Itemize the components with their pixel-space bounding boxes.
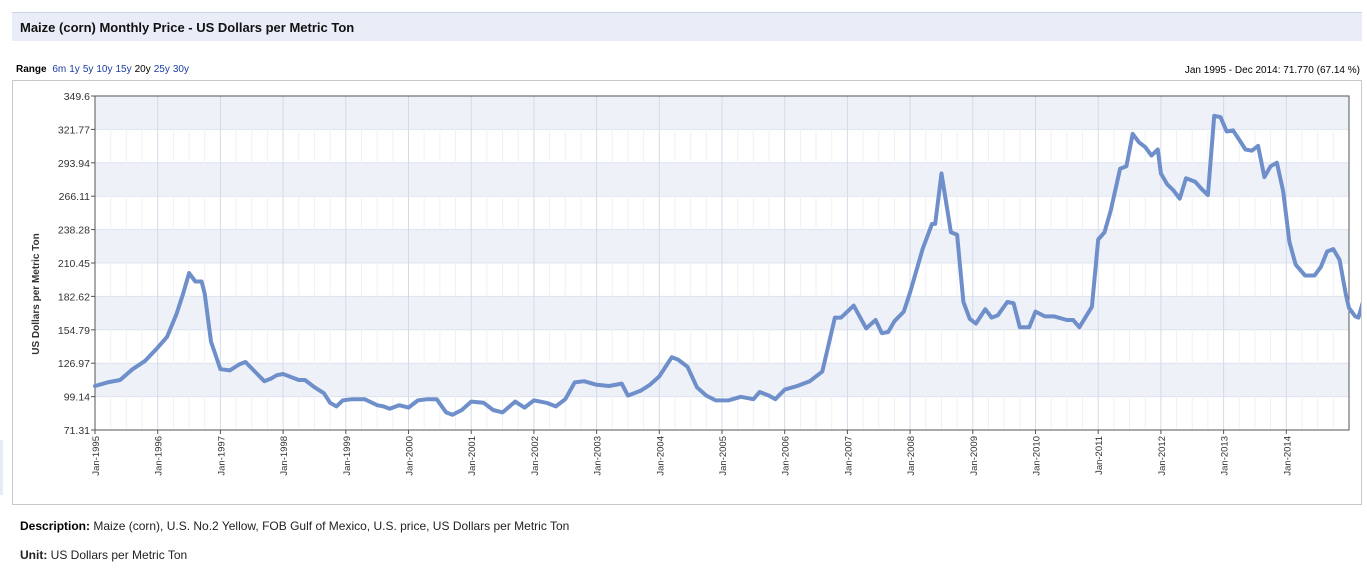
x-tick-label: Jan-2000 (405, 436, 416, 476)
range-option-15y[interactable]: 15y (115, 64, 132, 75)
x-tick-label: Jan-2008 (906, 436, 917, 476)
description: Description: Maize (corn), U.S. No.2 Yel… (20, 519, 569, 533)
y-tick-label: 293.94 (58, 158, 90, 170)
x-tick-label: Jan-2009 (969, 436, 980, 476)
x-tick-label: Jan-1999 (342, 436, 353, 476)
description-label: Description: (20, 519, 91, 533)
range-option-6m[interactable]: 6m (52, 64, 67, 75)
chart-title-bar: Maize (corn) Monthly Price - US Dollars … (12, 12, 1362, 41)
x-tick-label: Jan-2001 (467, 436, 478, 476)
range-option-20y[interactable]: 20y (134, 64, 151, 75)
y-tick-label: 321.77 (58, 124, 90, 136)
x-tick-label: Jan-2012 (1157, 436, 1168, 476)
unit-label: Unit: (20, 548, 48, 562)
y-axis-title: US Dollars per Metric Ton (31, 233, 42, 355)
unit-line: Unit: US Dollars per Metric Ton (20, 548, 187, 562)
x-tick-label: Jan-2014 (1282, 436, 1293, 476)
range-option-10y[interactable]: 10y (96, 64, 113, 75)
x-tick-label: Jan-2006 (781, 436, 792, 476)
y-tick-label: 71.31 (64, 425, 90, 437)
x-tick-label: Jan-2002 (530, 436, 541, 476)
description-text: Maize (corn), U.S. No.2 Yellow, FOB Gulf… (93, 519, 570, 533)
x-tick-label: Jan-1998 (279, 436, 290, 476)
x-tick-label: Jan-2003 (593, 436, 604, 476)
x-tick-label: Jan-1996 (154, 436, 165, 476)
y-tick-label: 154.79 (58, 325, 90, 337)
y-tick-label: 99.14 (64, 392, 90, 404)
y-tick-label: 349.6 (64, 91, 90, 103)
x-tick-label: Jan-2007 (843, 436, 854, 476)
x-tick-label: Jan-1995 (91, 436, 102, 476)
x-axis-ticks: Jan-1995 Jan-1996 Jan-1997 Jan-1998 Jan-1999… (91, 430, 1293, 476)
left-edge-strip (0, 440, 3, 495)
x-tick-label: Jan-2010 (1032, 436, 1043, 476)
price-series-line (93, 113, 1367, 417)
y-tick-label: 210.45 (58, 258, 90, 270)
range-selector: Range 6m 1y 5y 10y 15y 20y 25y 30y (16, 64, 192, 75)
chart-frame: 349.6 321.77 293.94 266.11 238.28 210.45 182.6… (12, 80, 1367, 505)
price-line-chart: 349.6 321.77 293.94 266.11 238.28 210.45 182.6… (31, 91, 1367, 476)
vertical-gridlines (94, 96, 1334, 430)
x-tick-label: Jan-2011 (1094, 436, 1105, 475)
range-summary: Jan 1995 - Dec 2014: 71.770 (67.14 %) (1184, 65, 1360, 76)
x-tick-label: Jan-2013 (1220, 436, 1231, 476)
y-tick-label: 182.62 (58, 291, 90, 303)
y-axis-ticks: 349.6 321.77 293.94 266.11 238.28 210.45 182.6… (58, 91, 95, 437)
range-option-1y[interactable]: 1y (69, 64, 80, 75)
range-options: 6m 1y 5y 10y 15y 20y 25y 30y (52, 64, 192, 75)
range-option-30y[interactable]: 30y (172, 64, 189, 75)
x-tick-label: Jan-1997 (216, 436, 227, 476)
y-tick-label: 126.97 (58, 358, 90, 370)
range-option-25y[interactable]: 25y (153, 64, 170, 75)
x-tick-label: Jan-2005 (718, 436, 729, 476)
range-option-5y[interactable]: 5y (82, 64, 94, 75)
y-tick-label: 238.28 (58, 225, 90, 237)
y-tick-label: 266.11 (59, 191, 90, 203)
range-label: Range (16, 64, 47, 75)
page-title: Maize (corn) Monthly Price - US Dollars … (20, 20, 355, 35)
unit-text: US Dollars per Metric Ton (50, 548, 188, 562)
x-tick-label: Jan-2004 (655, 436, 666, 476)
